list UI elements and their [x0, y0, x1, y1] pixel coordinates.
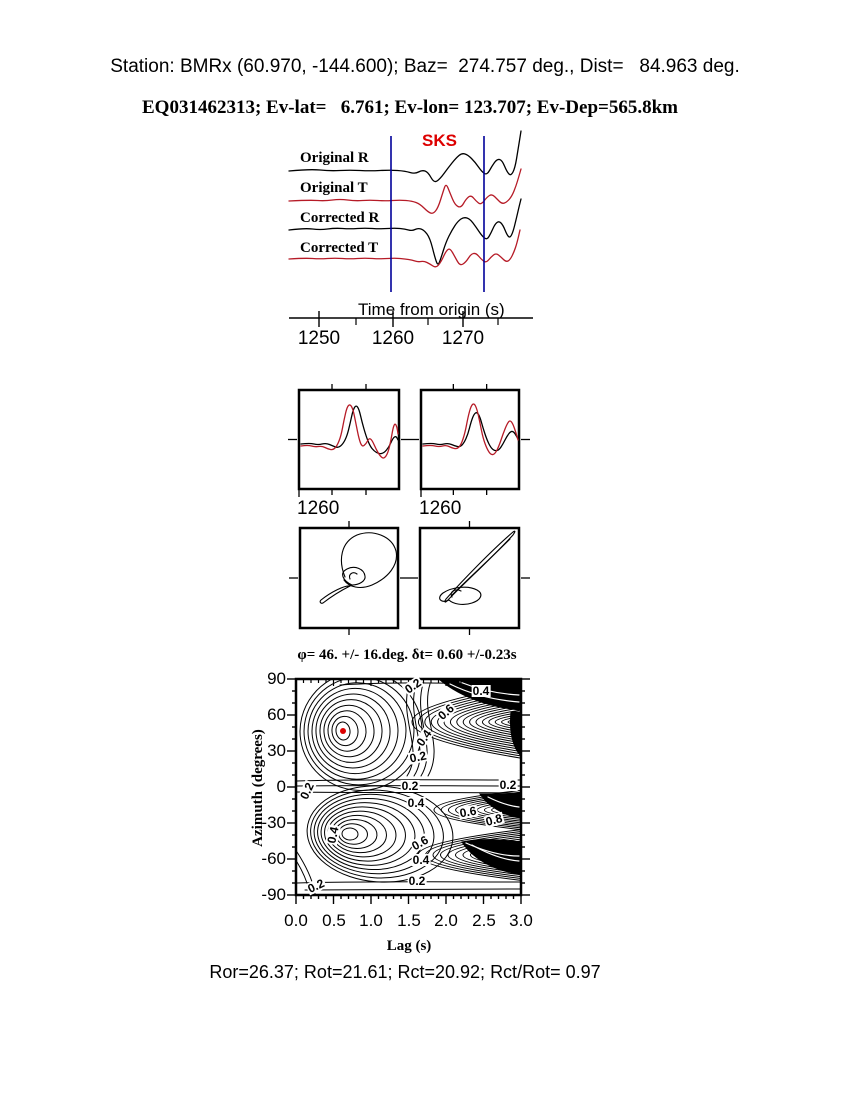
station-header: Station: BMRx (60.970, -144.600); Baz= 2… [110, 56, 740, 77]
contour-level-label: 0.2 [407, 748, 429, 766]
trace-label-corrected-r: Corrected R [300, 210, 380, 226]
ytick-m30: -30 [261, 813, 286, 832]
xtick-15: 1.5 [397, 911, 421, 930]
xtick-30: 3.0 [509, 911, 533, 930]
ytick-m60: -60 [261, 849, 286, 868]
contour-level-label: 0.4 [406, 796, 426, 810]
time-tick-1250: 1250 [297, 328, 341, 349]
time-tick-1270: 1270 [441, 328, 485, 349]
ytick-60: 60 [267, 705, 286, 724]
contour-level-label: 0.4 [411, 853, 431, 867]
time-tick-1260: 1260 [371, 328, 415, 349]
xtick-25: 2.5 [472, 911, 496, 930]
xtick-10: 1.0 [359, 911, 383, 930]
best-fit-marker [340, 728, 346, 734]
particle-motion-boxes [289, 521, 530, 635]
contour-axes [287, 677, 530, 904]
xtick-05: 0.5 [322, 911, 346, 930]
xtick-20: 2.0 [434, 911, 458, 930]
ytick-90: 90 [267, 669, 286, 688]
xtick-0: 0.0 [284, 911, 308, 930]
contour-level-label: 0.2 [400, 779, 420, 793]
ytick-m90: -90 [261, 885, 286, 904]
contour-level-label: 0.6 [457, 803, 479, 821]
phase-label-sks: SKS [422, 131, 457, 150]
zoom-left-tick: 1260 [297, 498, 340, 519]
contour-level-label: 0.2 [498, 778, 518, 792]
lag-axis-label: Lag (s) [386, 938, 432, 954]
seismogram-panel [288, 130, 533, 327]
time-axis-label: Time from origin (s) [358, 300, 505, 319]
zoom-right-tick: 1260 [419, 498, 462, 519]
contour-level-label: 0.4 [471, 684, 491, 698]
event-header: EQ031462313; Ev-lat= 6.761; Ev-lon= 123.… [142, 97, 678, 118]
contour-level-label: 0.2 [407, 874, 427, 888]
splitting-result-title: φ= 46. +/- 16.deg. δt= 0.60 +/-0.23s [297, 647, 517, 663]
trace-label-original-t: Original T [300, 180, 368, 196]
ytick-30: 30 [267, 741, 286, 760]
energy-ratio-footer: Ror=26.37; Rot=21.61; Rct=20.92; Rct/Rot… [209, 962, 601, 982]
zoom-waveform-boxes [288, 384, 530, 497]
ytick-0: 0 [276, 777, 286, 796]
trace-label-corrected-t: Corrected T [300, 240, 379, 256]
trace-label-original-r: Original R [300, 150, 369, 166]
contour-level-label: 0.4 [324, 824, 342, 846]
